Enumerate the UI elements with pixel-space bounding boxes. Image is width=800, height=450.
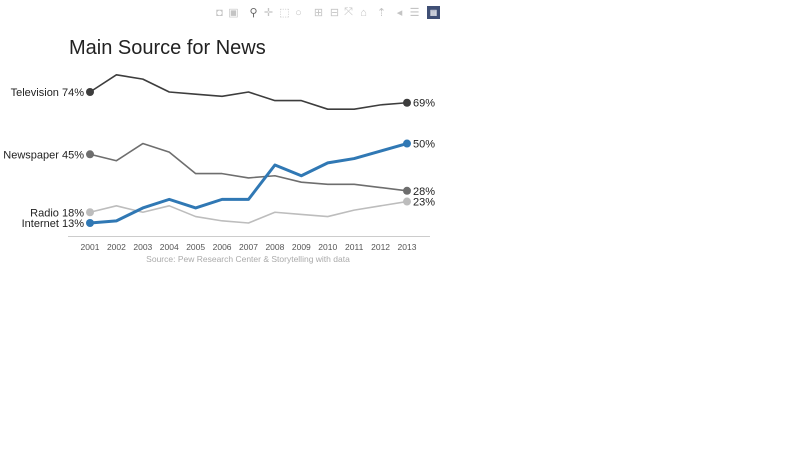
end-marker[interactable] <box>403 98 411 107</box>
start-marker[interactable] <box>86 88 94 96</box>
series-line[interactable] <box>89 74 408 110</box>
x-tick-label: 2007 <box>239 242 258 252</box>
end-label: 50% <box>413 139 435 151</box>
series-line[interactable] <box>89 200 408 224</box>
end-marker[interactable] <box>403 139 411 148</box>
end-label: 28% <box>413 186 435 198</box>
zoom-in-icon[interactable]: ⊞ <box>313 7 324 19</box>
end-marker[interactable] <box>403 186 411 195</box>
x-tick-label: 2012 <box>371 242 390 252</box>
series-television: Television 74% 69% <box>11 74 435 110</box>
end-marker[interactable] <box>403 197 411 206</box>
autoscale-icon[interactable]: ⤧ <box>344 6 353 18</box>
home-icon[interactable]: ⌂ <box>360 6 367 19</box>
x-tick-label: 2001 <box>81 242 100 252</box>
series-internet: Internet 13% 50% <box>22 139 436 230</box>
x-tick-label: 2010 <box>318 242 337 252</box>
start-label: Television 74% <box>11 87 85 99</box>
x-tick-label: 2005 <box>186 242 205 252</box>
start-label: Newspaper 45% <box>3 149 84 161</box>
x-tick-label: 2009 <box>292 242 311 252</box>
x-tick-label: 2008 <box>265 242 284 252</box>
x-tick-label: 2004 <box>160 242 179 252</box>
zoom-icon[interactable]: ⚲ <box>249 7 258 19</box>
start-marker[interactable] <box>86 219 94 227</box>
x-tick-label: 2011 <box>345 242 364 252</box>
chart-title: Main Source for News <box>69 37 266 59</box>
plotly-logo-icon[interactable]: ▦ <box>427 6 440 19</box>
hover-closest-icon[interactable]: ◂ <box>396 7 403 19</box>
box-select-icon[interactable]: ⬚ <box>279 7 290 19</box>
lasso-select-icon[interactable]: ○ <box>295 6 302 19</box>
save-icon[interactable]: ▣ <box>228 7 239 19</box>
end-label: 23% <box>413 197 435 209</box>
end-label: 69% <box>413 98 435 110</box>
source-note: Source: Pew Research Center & Storytelli… <box>146 254 350 264</box>
start-label: Radio 18% <box>30 207 84 219</box>
x-tick-label: 2002 <box>107 242 126 252</box>
x-tick-label: 2006 <box>213 242 232 252</box>
series-line[interactable] <box>89 142 408 192</box>
pan-icon[interactable]: ✛ <box>263 7 274 19</box>
start-label: Internet 13% <box>22 218 85 230</box>
zoom-out-icon[interactable]: ⊟ <box>329 7 340 19</box>
series-newspaper: Newspaper 45% 28% <box>3 142 435 198</box>
start-marker[interactable] <box>86 208 94 217</box>
start-marker[interactable] <box>86 150 94 159</box>
x-tick-label: 2003 <box>133 242 152 252</box>
series-line[interactable] <box>89 142 408 225</box>
spike-lines-icon[interactable]: ⇡ <box>376 7 387 19</box>
camera-icon[interactable]: ◘ <box>216 6 223 19</box>
hover-compare-icon[interactable]: ☰ <box>409 7 420 19</box>
series-radio: Radio 18% 23% <box>30 197 435 224</box>
x-tick-label: 2013 <box>398 242 417 252</box>
